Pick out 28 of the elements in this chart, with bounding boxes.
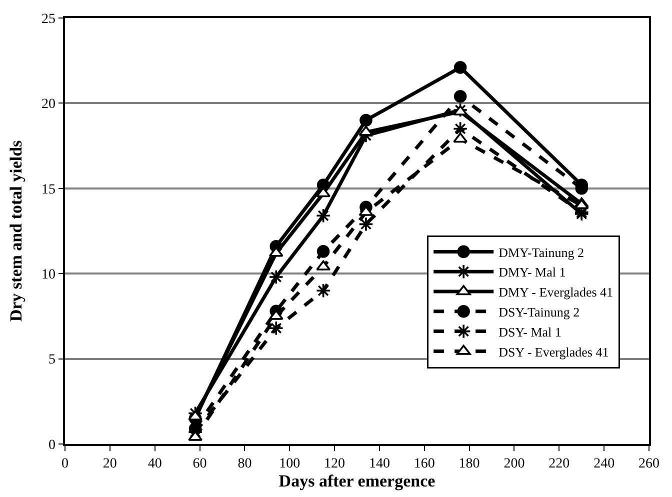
legend-label: DMY-Tainung 2 [498,244,584,260]
x-tick-label: 100 [279,456,300,472]
legend-label: DMY - Everglades 41 [498,284,614,300]
x-tick-label: 40 [148,456,162,472]
x-tick-label: 20 [102,456,117,472]
x-tick-label: 240 [594,456,615,472]
y-axis-title: Dry stem and total yields [6,140,26,322]
y-tick-label: 10 [41,268,56,282]
x-tick-label: 0 [62,456,68,472]
x-tick-label: 120 [324,456,346,472]
x-tick-label: 200 [504,456,525,472]
x-tick-label: 180 [458,456,480,472]
x-tick-label: 60 [192,456,207,472]
x-tick-label: 80 [238,456,252,472]
y-tick-label: 5 [48,352,56,368]
legend-label: DMY- Mal 1 [498,264,566,280]
y-tick-label: 20 [41,97,56,112]
x-axis-title: Days after emergence [278,472,436,491]
legend-label: DSY-Tainung 2 [498,304,580,320]
x-tick-label: 260 [638,456,660,472]
x-tick-label: 140 [368,456,390,472]
x-tick-label: 220 [548,456,570,472]
y-tick-label: 0 [48,438,56,453]
legend-label: DSY - Everglades 41 [498,344,609,360]
x-tick-label: 160 [414,456,435,472]
legend-label: DSY- Mal 1 [498,324,562,340]
y-tick-label: 25 [41,12,56,27]
y-tick-label: 15 [41,182,56,198]
